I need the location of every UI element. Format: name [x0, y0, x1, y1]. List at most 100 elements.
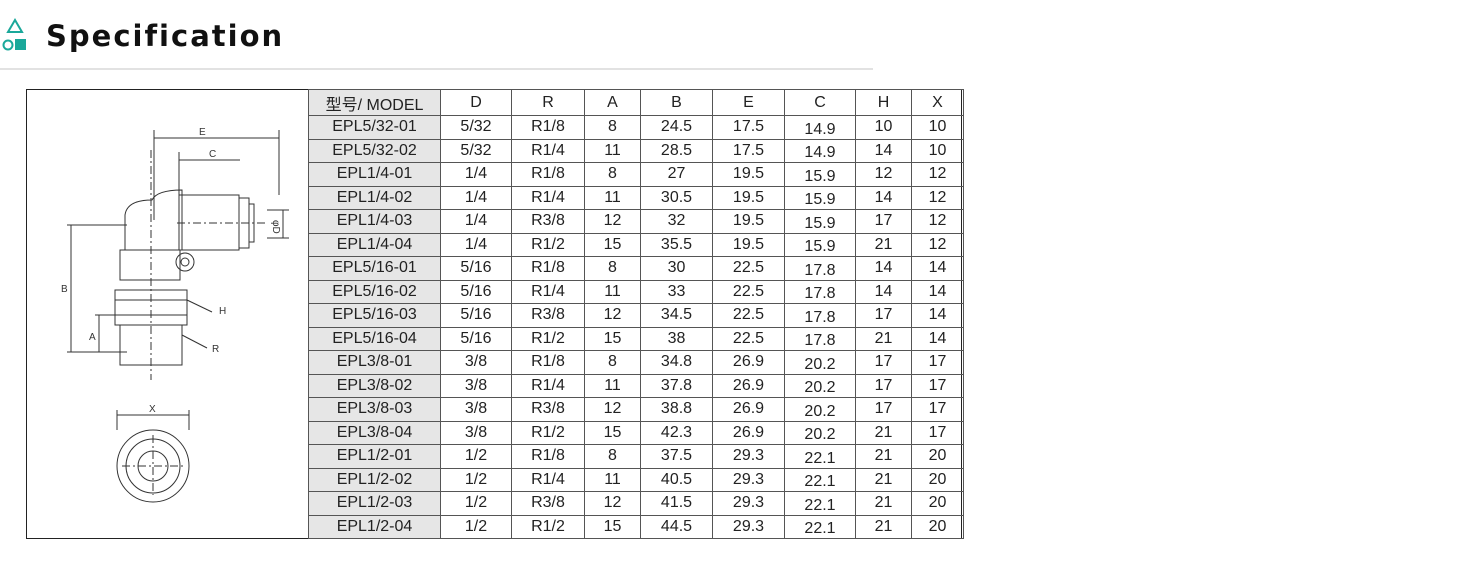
table-cell: 1/2 — [440, 467, 512, 492]
table-cell: EPL1/4-01 — [308, 162, 441, 187]
table-cell: 15.9 — [784, 209, 856, 234]
table-cell: EPL1/2-03 — [308, 491, 441, 516]
column-header: R — [511, 89, 585, 116]
table-cell: 20 — [911, 491, 964, 516]
table-cell: 14 — [911, 256, 964, 281]
column-header: A — [584, 89, 641, 116]
table-cell: 1/2 — [440, 444, 512, 469]
table-cell: 40.5 — [640, 467, 713, 492]
table-cell: 15 — [584, 420, 641, 445]
fitting-drawing: E C φD B H A R X — [61, 127, 289, 503]
table-cell: 12 — [911, 162, 964, 187]
table-cell: 10 — [911, 138, 964, 163]
table-cell: EPL1/4-02 — [308, 185, 441, 210]
dim-label-h: H — [219, 306, 226, 317]
dim-label-a: A — [89, 332, 96, 343]
table-cell: EPL1/2-01 — [308, 444, 441, 469]
table-cell: R1/4 — [511, 138, 585, 163]
table-cell: 3/8 — [440, 397, 512, 422]
table-cell: 12 — [855, 162, 912, 187]
table-cell: 1/4 — [440, 162, 512, 187]
dim-label-c: C — [209, 149, 216, 160]
table-cell: 22.1 — [784, 444, 856, 469]
table-cell: 10 — [855, 115, 912, 140]
section-header: Specification — [0, 14, 284, 58]
column-header: 型号/ MODEL — [308, 89, 441, 116]
table-cell: R1/4 — [511, 373, 585, 398]
table-cell: EPL5/16-01 — [308, 256, 441, 281]
table-row: EPL1/2-03 1/2 R3/8 12 41.5 29.3 22.1 21 20 — [308, 491, 964, 516]
spec-table: 型号/ MODEL D R A B E C H X EPL5/32-01 5/32 R1/8 8 24.5… — [308, 89, 964, 539]
table-cell: EPL5/16-02 — [308, 279, 441, 304]
table-cell: 29.3 — [712, 467, 785, 492]
table-cell: 3/8 — [440, 373, 512, 398]
table-cell: EPL5/16-03 — [308, 303, 441, 328]
table-cell: 35.5 — [640, 232, 713, 257]
table-cell: R3/8 — [511, 209, 585, 234]
table-cell: 14 — [855, 185, 912, 210]
table-cell: 20.2 — [784, 350, 856, 375]
table-cell: 32 — [640, 209, 713, 234]
table-cell: 22.1 — [784, 467, 856, 492]
table-cell: 12 — [584, 303, 641, 328]
table-cell: 29.3 — [712, 514, 785, 539]
table-cell: R3/8 — [511, 303, 585, 328]
table-cell: 15.9 — [784, 185, 856, 210]
table-cell: EPL1/4-04 — [308, 232, 441, 257]
table-cell: 11 — [584, 373, 641, 398]
table-cell: 34.8 — [640, 350, 713, 375]
table-cell: 19.5 — [712, 185, 785, 210]
table-cell: 28.5 — [640, 138, 713, 163]
table-cell: 20.2 — [784, 397, 856, 422]
table-row: EPL3/8-03 3/8 R3/8 12 38.8 26.9 20.2 17 17 — [308, 397, 964, 422]
table-row: EPL5/16-04 5/16 R1/2 15 38 22.5 17.8 21 14 — [308, 326, 964, 351]
table-cell: 3/8 — [440, 420, 512, 445]
table-cell: 33 — [640, 279, 713, 304]
table-row: EPL1/4-03 1/4 R3/8 12 32 19.5 15.9 17 12 — [308, 209, 964, 234]
table-cell: EPL3/8-01 — [308, 350, 441, 375]
table-cell: 17.8 — [784, 326, 856, 351]
table-cell: 17 — [855, 303, 912, 328]
table-cell: 12 — [911, 232, 964, 257]
table-cell: 19.5 — [712, 162, 785, 187]
table-cell: 5/16 — [440, 326, 512, 351]
table-cell: 8 — [584, 350, 641, 375]
table-cell: 22.1 — [784, 491, 856, 516]
table-cell: 34.5 — [640, 303, 713, 328]
table-cell: EPL1/4-03 — [308, 209, 441, 234]
table-row: EPL1/4-04 1/4 R1/2 15 35.5 19.5 15.9 21 12 — [308, 232, 964, 257]
table-cell: R1/4 — [511, 185, 585, 210]
table-cell: R3/8 — [511, 397, 585, 422]
table-cell: 41.5 — [640, 491, 713, 516]
table-cell: 38.8 — [640, 397, 713, 422]
table-cell: 30.5 — [640, 185, 713, 210]
table-cell: EPL3/8-03 — [308, 397, 441, 422]
table-cell: 3/8 — [440, 350, 512, 375]
table-cell: 17 — [911, 397, 964, 422]
table-cell: 22.5 — [712, 256, 785, 281]
table-cell: 22.5 — [712, 303, 785, 328]
table-cell: 17.5 — [712, 138, 785, 163]
table-cell: 12 — [584, 397, 641, 422]
table-cell: 22.5 — [712, 326, 785, 351]
table-cell: 17.5 — [712, 115, 785, 140]
table-cell: 29.3 — [712, 444, 785, 469]
table-cell: R1/2 — [511, 420, 585, 445]
table-cell: 26.9 — [712, 420, 785, 445]
table-cell: 42.3 — [640, 420, 713, 445]
table-cell: R1/8 — [511, 162, 585, 187]
table-cell: 38 — [640, 326, 713, 351]
table-row: EPL1/2-01 1/2 R1/8 8 37.5 29.3 22.1 21 20 — [308, 444, 964, 469]
table-row: EPL1/2-04 1/2 R1/2 15 44.5 29.3 22.1 21 20 — [308, 514, 964, 539]
table-row: EPL5/32-01 5/32 R1/8 8 24.5 17.5 14.9 10 10 — [308, 115, 964, 140]
table-cell: 14 — [855, 279, 912, 304]
table-cell: 15.9 — [784, 162, 856, 187]
dim-label-x: X — [149, 404, 156, 415]
dim-label-r: R — [212, 344, 219, 355]
column-header: B — [640, 89, 713, 116]
table-cell: 17.8 — [784, 303, 856, 328]
table-cell: 15 — [584, 514, 641, 539]
table-cell: 11 — [584, 467, 641, 492]
table-cell: 29.3 — [712, 491, 785, 516]
table-cell: EPL3/8-02 — [308, 373, 441, 398]
